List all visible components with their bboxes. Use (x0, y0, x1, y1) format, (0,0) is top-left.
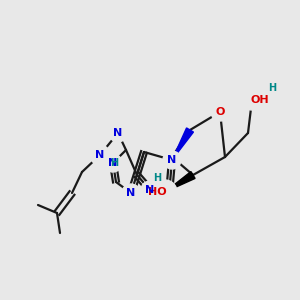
Text: N: N (126, 188, 136, 198)
Circle shape (141, 181, 159, 199)
Circle shape (242, 90, 262, 110)
Text: HO: HO (148, 187, 166, 197)
Text: N: N (146, 185, 154, 195)
Text: N: N (113, 128, 123, 138)
Circle shape (122, 184, 140, 202)
Circle shape (211, 103, 229, 121)
Circle shape (90, 145, 110, 165)
Text: H: H (110, 158, 118, 168)
Text: N: N (95, 150, 105, 160)
Text: OH: OH (251, 95, 269, 105)
Text: O: O (215, 107, 225, 117)
Circle shape (153, 180, 177, 204)
Polygon shape (165, 172, 195, 192)
Circle shape (163, 151, 181, 169)
Text: H: H (153, 173, 161, 183)
Text: N: N (167, 155, 177, 165)
Text: H: H (268, 83, 276, 93)
Polygon shape (172, 128, 194, 160)
Text: N: N (108, 158, 118, 168)
Circle shape (109, 124, 127, 142)
Circle shape (104, 154, 122, 172)
